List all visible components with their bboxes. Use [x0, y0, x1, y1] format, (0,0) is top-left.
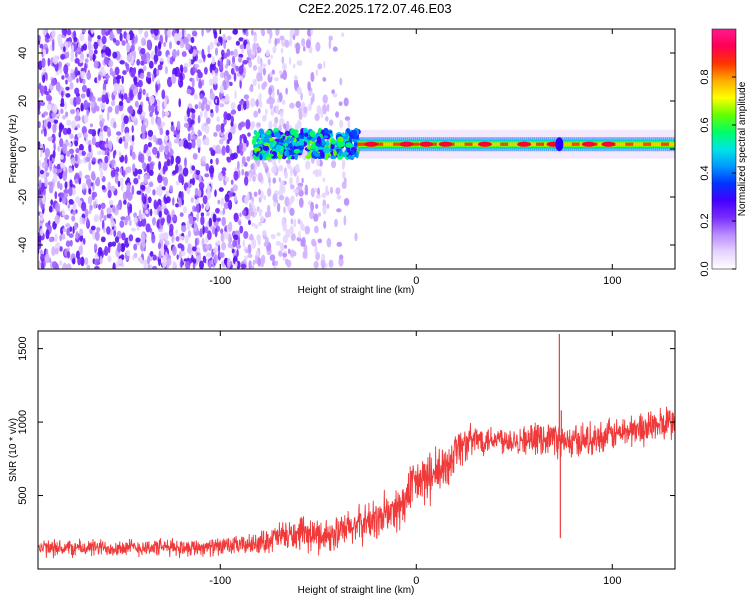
colorbar-tick-label: 0.0 [699, 261, 711, 276]
snr-x-axis-label: Height of straight line (km) [298, 585, 415, 596]
spectrogram-y-tick-label: -40 [17, 237, 29, 253]
snr-y-axis-label: SNR (10 * v/v) [8, 418, 19, 482]
snr-x-tick-label: 0 [413, 575, 419, 587]
spectrogram-y-tick-label: 0 [17, 146, 29, 152]
snr-y-tick-label: 1500 [17, 336, 29, 360]
spectrogram-x-tick-label: -100 [209, 275, 231, 287]
colorbar-tick-label: 0.4 [699, 165, 711, 180]
spectrogram-y-axis-label: Frequency (Hz) [8, 115, 19, 184]
snr-x-tick-label: 100 [603, 575, 621, 587]
snr-x-tick-label: -100 [209, 575, 231, 587]
spectrogram-axes: -100 0 100 -40 -20 0 20 40 [17, 29, 675, 287]
spectrogram-plot-area [38, 29, 675, 269]
colorbar: 0.0 0.2 0.4 0.6 0.8 Normalized spectral ampl… [699, 28, 748, 277]
colorbar-tick-label: 0.2 [699, 213, 711, 228]
colorbar-tick-label: 0.6 [699, 117, 711, 132]
spectrogram-y-tick-label: 20 [17, 95, 29, 107]
snr-y-tick-label: 500 [17, 486, 29, 504]
spectrogram-x-axis-label: Height of straight line (km) [298, 285, 415, 296]
spectrogram-x-tick-label: 0 [413, 275, 419, 287]
colorbar-gradient [712, 29, 736, 269]
spectrogram-x-tick-label: 100 [603, 275, 621, 287]
snr-plot-area [38, 333, 675, 559]
snr-series-line [38, 406, 675, 559]
colorbar-label: Normalized spectral amplitude [737, 81, 748, 216]
snr-axes: -100 0 100 500 1000 1500 [17, 331, 675, 587]
spectrogram-panel: -100 0 100 -40 -20 0 20 40 Height of straight l… [8, 28, 676, 296]
spectrogram-y-tick-label: -20 [17, 189, 29, 205]
spectrogram-y-tick-label: 40 [17, 47, 29, 59]
colorbar-tick-label: 0.8 [699, 69, 711, 84]
colorbar-axes: 0.0 0.2 0.4 0.6 0.8 [699, 28, 737, 277]
snr-panel: -100 0 100 500 1000 1500 Height of straight l… [8, 330, 676, 596]
snr-y-tick-label: 1000 [17, 410, 29, 434]
figure-title: C2E2.2025.172.07.46.E03 [298, 1, 452, 16]
